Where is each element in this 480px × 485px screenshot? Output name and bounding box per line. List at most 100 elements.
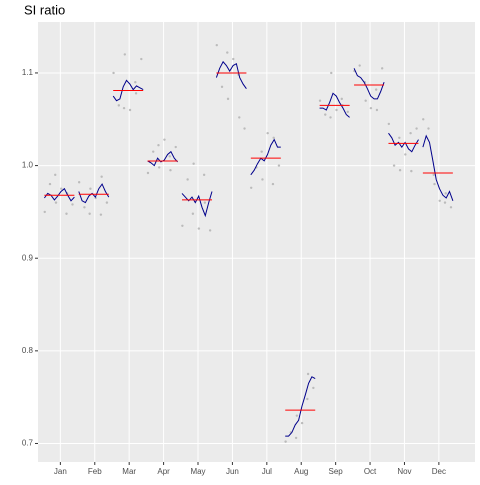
point xyxy=(65,212,68,215)
point xyxy=(89,187,92,190)
seasonal-line xyxy=(112,79,144,102)
point xyxy=(71,203,74,206)
point xyxy=(284,440,287,443)
panel xyxy=(38,22,475,462)
chart-title: SI ratio xyxy=(24,2,65,17)
x-tick-label: Sep xyxy=(329,467,344,476)
seasonal-line xyxy=(422,134,454,201)
point xyxy=(374,88,378,91)
x-tick-label: Jun xyxy=(226,467,239,476)
point xyxy=(191,212,195,215)
x-tick-label: Dec xyxy=(432,467,446,476)
point xyxy=(43,210,46,214)
point xyxy=(318,99,322,102)
point xyxy=(398,136,401,139)
point xyxy=(329,116,332,119)
point xyxy=(249,186,253,190)
point xyxy=(112,71,115,75)
point xyxy=(105,201,109,204)
point xyxy=(433,182,436,186)
point xyxy=(100,175,103,178)
point xyxy=(324,113,327,116)
point xyxy=(174,145,177,149)
seasonal-line xyxy=(43,187,75,202)
x-tick-label: Oct xyxy=(364,467,377,476)
point xyxy=(157,144,160,147)
x-tick-label: Mar xyxy=(122,467,136,476)
point xyxy=(410,169,413,173)
point xyxy=(375,108,379,112)
point xyxy=(54,201,58,204)
point xyxy=(140,57,143,61)
seasonal-line xyxy=(215,60,247,89)
point xyxy=(427,127,430,130)
point xyxy=(202,173,206,177)
point xyxy=(158,166,161,169)
point xyxy=(398,169,402,172)
point xyxy=(152,150,155,153)
point xyxy=(54,173,57,177)
point xyxy=(128,108,132,112)
x-tick-label: Aug xyxy=(294,467,308,476)
point xyxy=(186,178,189,181)
y-tick-label: 1.1 xyxy=(22,68,34,77)
point xyxy=(330,71,333,75)
point xyxy=(444,192,447,195)
seasonal-line xyxy=(319,92,350,118)
point xyxy=(369,106,373,110)
point xyxy=(404,153,407,156)
point xyxy=(168,155,171,158)
point xyxy=(192,162,195,165)
point xyxy=(340,97,343,101)
point xyxy=(277,164,281,167)
seasonal-line xyxy=(181,191,213,218)
point xyxy=(134,81,137,84)
point xyxy=(226,97,230,101)
point xyxy=(123,53,127,56)
point xyxy=(346,110,349,114)
point xyxy=(380,67,384,70)
x-tick-label: Nov xyxy=(397,467,411,476)
point xyxy=(122,106,126,110)
point xyxy=(335,108,338,112)
seasonal-line xyxy=(353,68,385,100)
seasonal-line xyxy=(388,132,419,153)
x-tick-label: Feb xyxy=(88,467,102,476)
point xyxy=(208,229,212,232)
point xyxy=(215,43,218,47)
point xyxy=(306,372,310,376)
point xyxy=(48,182,52,186)
point xyxy=(77,181,81,184)
point xyxy=(300,421,304,425)
point xyxy=(197,227,201,230)
point xyxy=(181,224,184,227)
point xyxy=(226,51,229,54)
point xyxy=(271,182,275,186)
seasonal-line xyxy=(285,376,316,437)
point xyxy=(243,127,246,130)
point xyxy=(261,178,264,181)
y-tick-label: 0.7 xyxy=(22,439,34,448)
point xyxy=(169,169,172,172)
point xyxy=(387,122,391,126)
point xyxy=(88,212,91,215)
x-tick-label: Apr xyxy=(157,467,170,476)
point xyxy=(295,414,299,417)
x-tick-label: May xyxy=(190,467,205,476)
point xyxy=(364,99,367,102)
y-tick-label: 0.8 xyxy=(22,346,34,355)
point xyxy=(438,199,441,202)
point xyxy=(392,164,396,167)
point xyxy=(163,138,166,141)
point xyxy=(306,397,309,401)
point xyxy=(449,206,453,209)
point xyxy=(134,92,138,95)
seasonal-line xyxy=(78,183,110,204)
point xyxy=(422,118,425,121)
point xyxy=(272,136,275,139)
point xyxy=(294,436,298,440)
y-tick-label: 0.9 xyxy=(22,253,34,262)
x-tick-label: Jan xyxy=(54,467,67,476)
point xyxy=(238,116,241,119)
point xyxy=(117,104,121,107)
